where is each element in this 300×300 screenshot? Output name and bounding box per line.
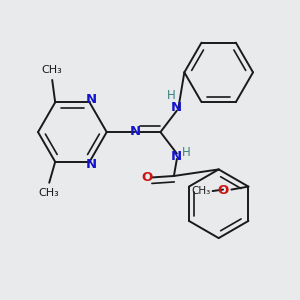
Text: N: N xyxy=(85,158,97,171)
Text: N: N xyxy=(130,125,141,138)
Text: CH₃: CH₃ xyxy=(191,186,210,196)
Text: N: N xyxy=(170,101,182,114)
Text: N: N xyxy=(85,94,97,106)
Text: O: O xyxy=(218,184,229,197)
Text: H: H xyxy=(182,146,190,159)
Text: CH₃: CH₃ xyxy=(39,188,60,198)
Text: H: H xyxy=(167,89,176,102)
Text: O: O xyxy=(141,171,153,184)
Text: CH₃: CH₃ xyxy=(42,64,63,75)
Text: N: N xyxy=(171,150,182,163)
